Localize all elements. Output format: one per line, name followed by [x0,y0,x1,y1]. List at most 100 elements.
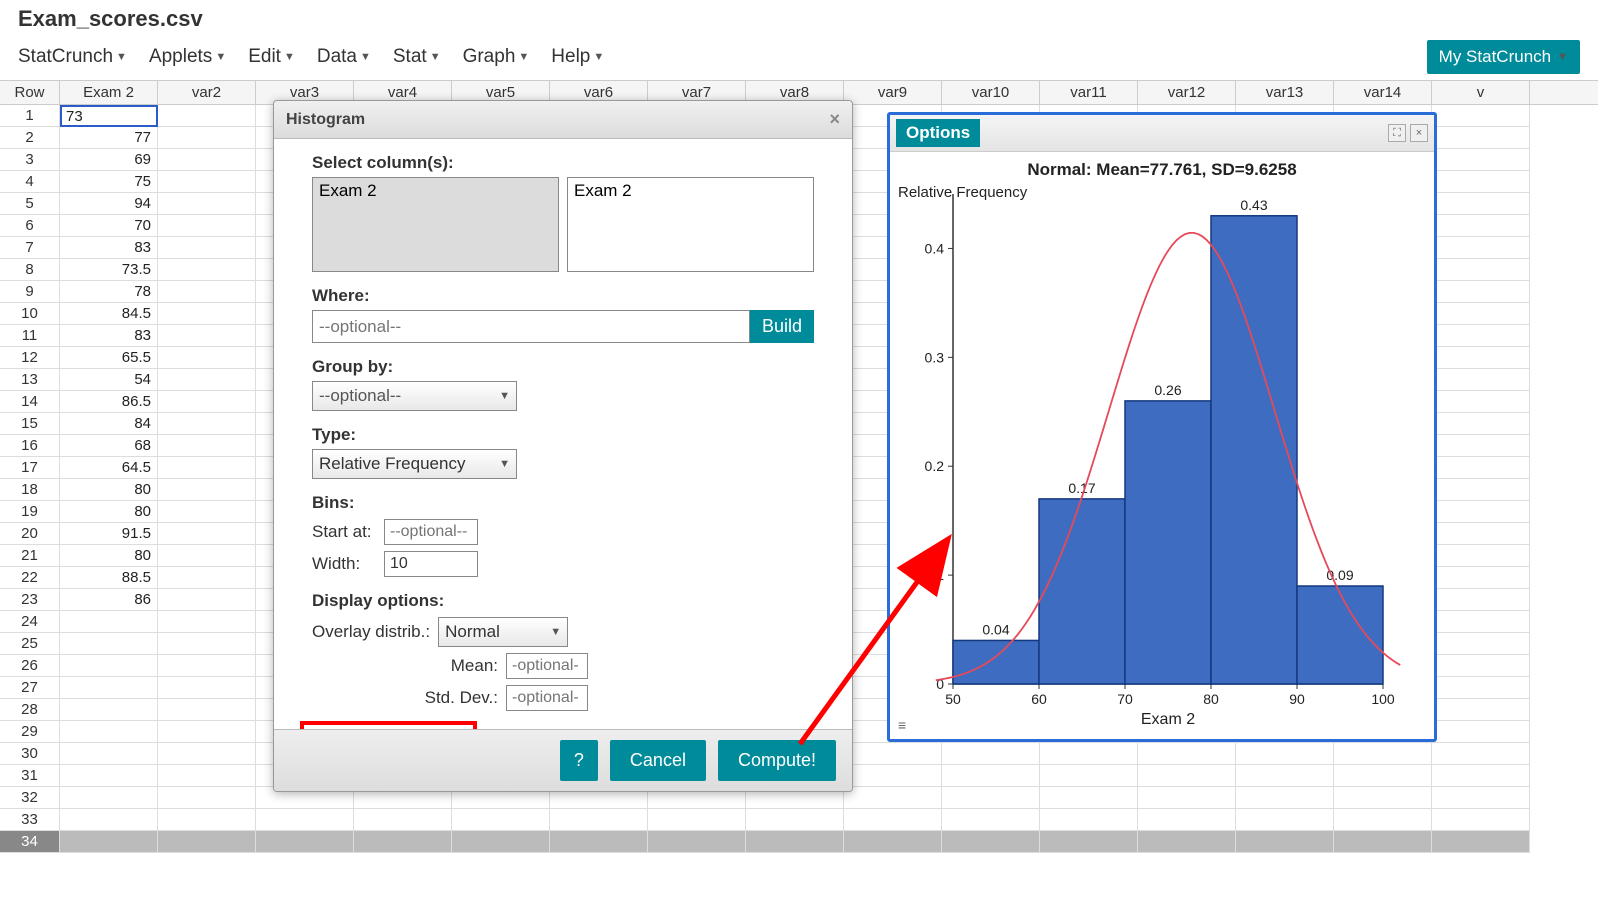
menu-stat[interactable]: Stat▼ [393,46,441,68]
type-select[interactable]: Relative Frequency ▼ [312,449,517,479]
cell[interactable] [1432,567,1530,589]
column-header[interactable]: var10 [942,81,1040,104]
cell[interactable] [256,831,354,853]
cell[interactable] [1432,149,1530,171]
cell[interactable] [158,215,256,237]
cell[interactable] [158,501,256,523]
cell[interactable] [158,765,256,787]
cell[interactable]: 83 [60,237,158,259]
cell[interactable] [942,743,1040,765]
cell[interactable] [158,237,256,259]
cell[interactable] [746,809,844,831]
cell[interactable] [158,259,256,281]
cell[interactable] [844,831,942,853]
cell[interactable] [844,743,942,765]
width-input[interactable] [384,551,478,577]
cell[interactable]: 94 [60,193,158,215]
cell[interactable] [1432,457,1530,479]
cell[interactable] [1432,677,1530,699]
cell[interactable]: 68 [60,435,158,457]
menu-statcrunch[interactable]: StatCrunch▼ [18,46,127,68]
cell[interactable] [1138,743,1236,765]
column-header[interactable]: Exam 2 [60,81,158,104]
cell[interactable] [1432,413,1530,435]
cell[interactable] [158,105,256,127]
cell[interactable] [844,809,942,831]
cell[interactable] [942,787,1040,809]
cell[interactable] [1432,479,1530,501]
cell[interactable] [1432,787,1530,809]
cell[interactable] [158,589,256,611]
cell[interactable] [158,303,256,325]
cell[interactable] [158,281,256,303]
cell[interactable] [158,831,256,853]
cell[interactable] [550,809,648,831]
cell[interactable] [942,765,1040,787]
cell[interactable] [60,743,158,765]
table-row[interactable]: 34 [0,831,1598,853]
cell[interactable] [452,831,550,853]
row-number[interactable]: 28 [0,699,60,721]
table-row[interactable]: 33 [0,809,1598,831]
cell[interactable] [1040,787,1138,809]
cell[interactable] [1334,743,1432,765]
cell[interactable] [158,457,256,479]
cell[interactable] [60,721,158,743]
row-number[interactable]: 17 [0,457,60,479]
cancel-button[interactable]: Cancel [610,740,706,781]
cell[interactable] [1432,391,1530,413]
cell[interactable] [1432,655,1530,677]
column-header[interactable]: v [1432,81,1530,104]
row-number[interactable]: 25 [0,633,60,655]
expand-icon[interactable]: ⛶ [1388,124,1406,142]
cell[interactable] [1432,281,1530,303]
column-header[interactable]: var14 [1334,81,1432,104]
cell[interactable] [354,809,452,831]
cell[interactable] [1432,611,1530,633]
cell[interactable] [60,787,158,809]
row-number[interactable]: 7 [0,237,60,259]
cell[interactable] [1432,237,1530,259]
cell[interactable] [60,655,158,677]
cell[interactable] [1432,369,1530,391]
row-number[interactable]: 23 [0,589,60,611]
cell[interactable] [1040,765,1138,787]
row-number[interactable]: 30 [0,743,60,765]
dialog-titlebar[interactable]: Histogram × [274,101,852,139]
cell[interactable] [158,721,256,743]
column-header[interactable]: var2 [158,81,256,104]
cell[interactable] [158,677,256,699]
cell[interactable] [158,655,256,677]
cell[interactable] [1432,303,1530,325]
cell[interactable] [158,391,256,413]
column-header[interactable]: var11 [1040,81,1138,104]
cell[interactable] [1432,435,1530,457]
cell[interactable] [844,787,942,809]
column-header[interactable]: var12 [1138,81,1236,104]
mean-input[interactable] [506,653,588,679]
cell[interactable] [746,831,844,853]
row-number[interactable]: 16 [0,435,60,457]
cell[interactable] [1432,171,1530,193]
help-button[interactable]: ? [560,740,598,781]
cell[interactable] [1334,787,1432,809]
menu-edit[interactable]: Edit▼ [248,46,295,68]
cell[interactable]: 80 [60,501,158,523]
start-at-input[interactable] [384,519,478,545]
row-number[interactable]: 29 [0,721,60,743]
cell[interactable] [158,809,256,831]
options-button[interactable]: Options [896,119,980,147]
cell[interactable] [60,765,158,787]
cell[interactable]: 83 [60,325,158,347]
cell[interactable] [354,831,452,853]
cell[interactable] [1334,765,1432,787]
cell[interactable] [60,831,158,853]
row-number[interactable]: 1 [0,105,60,127]
cell[interactable]: 65.5 [60,347,158,369]
cell[interactable] [1432,501,1530,523]
cell[interactable] [1432,347,1530,369]
cell[interactable]: 73 [60,105,158,127]
row-number[interactable]: 9 [0,281,60,303]
list-item[interactable]: Exam 2 [568,178,813,204]
row-number[interactable]: 6 [0,215,60,237]
